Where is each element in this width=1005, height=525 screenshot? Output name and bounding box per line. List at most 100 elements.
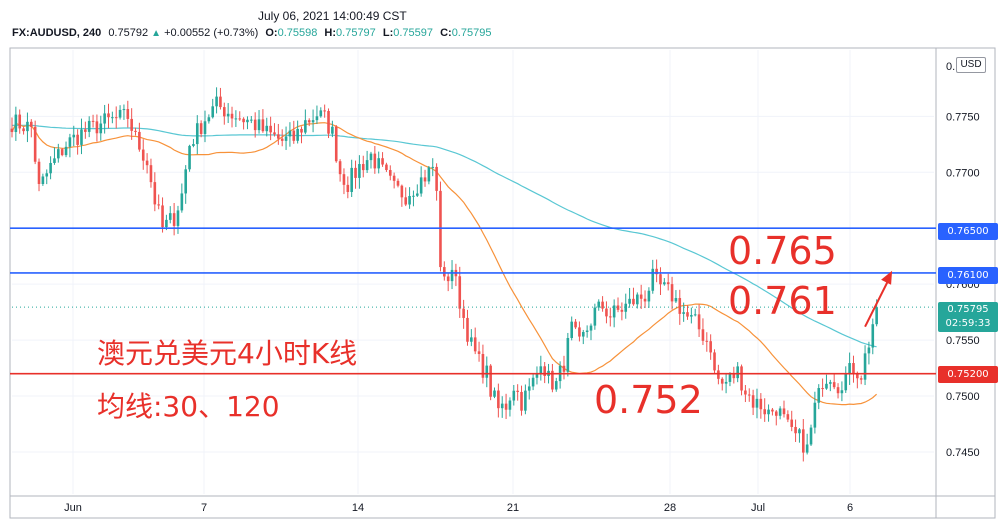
candle-body xyxy=(798,429,801,434)
candle xyxy=(26,112,29,143)
candle-body xyxy=(466,317,469,342)
candle xyxy=(161,197,164,233)
candle-body xyxy=(33,126,37,162)
candle-body xyxy=(601,301,604,309)
candle xyxy=(705,332,709,352)
candle xyxy=(751,389,755,416)
candle-body xyxy=(288,130,292,137)
candle xyxy=(435,163,438,201)
candle-body xyxy=(516,390,519,392)
ma-30-line xyxy=(11,122,878,406)
currency-badge[interactable]: USD xyxy=(956,57,986,73)
candle xyxy=(269,116,272,141)
candle xyxy=(566,332,570,377)
candle-body xyxy=(188,145,191,170)
candle xyxy=(14,106,18,141)
candle xyxy=(76,129,79,155)
candle-body xyxy=(319,110,323,117)
candle xyxy=(319,107,323,118)
candle-body xyxy=(504,403,508,410)
candle xyxy=(527,378,531,400)
candle xyxy=(639,284,643,309)
legend-low-label: L: xyxy=(382,27,394,39)
candle-body xyxy=(176,210,180,226)
candle-body xyxy=(863,353,867,380)
candle-body xyxy=(443,267,446,277)
candle-body xyxy=(616,305,620,310)
annotation-ma-note: 均线:30、120 xyxy=(97,390,280,423)
candle xyxy=(91,114,95,128)
candle xyxy=(717,364,720,385)
candle-body xyxy=(273,132,276,135)
x-tick-label: 6 xyxy=(847,502,853,514)
candle-body xyxy=(60,149,64,156)
candle xyxy=(250,115,253,124)
candle-body xyxy=(400,185,404,198)
candle-body xyxy=(574,321,577,328)
candle xyxy=(176,205,180,234)
candle-body xyxy=(284,136,288,141)
candle xyxy=(809,424,813,446)
candle xyxy=(759,393,763,419)
candle xyxy=(643,290,647,309)
candle xyxy=(114,106,118,129)
candle xyxy=(361,155,365,178)
candle xyxy=(49,156,52,180)
candle-body xyxy=(323,110,326,112)
candle xyxy=(419,166,423,197)
price-tag-761-text: 0.76100 xyxy=(947,270,989,281)
candle xyxy=(388,165,392,181)
candle xyxy=(539,355,543,381)
candle-body xyxy=(87,120,91,132)
candle xyxy=(620,302,624,321)
horizontal-lines-layer xyxy=(10,227,936,375)
candle-body xyxy=(802,429,805,453)
candle xyxy=(524,384,527,415)
candle-body xyxy=(230,113,234,119)
candle xyxy=(288,122,292,147)
candle-body xyxy=(141,149,145,161)
candle-body xyxy=(199,123,203,134)
candle-body xyxy=(338,161,342,175)
candle xyxy=(543,362,546,384)
candle xyxy=(145,153,149,174)
candle xyxy=(585,325,589,338)
candle-body xyxy=(821,388,824,390)
candle xyxy=(829,379,832,392)
y-tick-label: 0.7450 xyxy=(946,447,980,459)
candle xyxy=(605,301,608,324)
candle-body xyxy=(334,126,338,162)
candle xyxy=(446,272,450,292)
candle xyxy=(473,327,477,355)
candle-body xyxy=(732,374,736,379)
candle xyxy=(601,296,604,312)
x-tick-label: Jul xyxy=(751,502,765,514)
legend-symbol[interactable]: FX:AUDUSD, 240 xyxy=(12,27,102,39)
candle xyxy=(581,329,585,345)
candle-body xyxy=(512,390,516,401)
candle xyxy=(261,109,265,133)
candle-body xyxy=(392,175,396,181)
candle xyxy=(670,276,674,310)
candle xyxy=(45,169,49,185)
candle-body xyxy=(508,400,512,410)
candle xyxy=(628,287,631,308)
candle-body xyxy=(767,409,770,415)
candle-body xyxy=(168,213,172,220)
candle-body xyxy=(361,164,365,171)
y-tick-label-top: 0. xyxy=(946,61,955,73)
candle-body xyxy=(473,337,477,352)
candle xyxy=(616,297,620,313)
candle xyxy=(740,364,743,396)
candle xyxy=(126,100,130,128)
candle xyxy=(562,355,566,380)
candle xyxy=(690,307,693,324)
candle xyxy=(508,397,512,417)
currency-label: USD xyxy=(960,59,982,70)
x-tick-label: 21 xyxy=(507,502,519,514)
candle xyxy=(443,261,446,281)
candle xyxy=(570,316,573,341)
y-tick-label: 0.7700 xyxy=(946,167,980,179)
candle xyxy=(798,428,801,443)
